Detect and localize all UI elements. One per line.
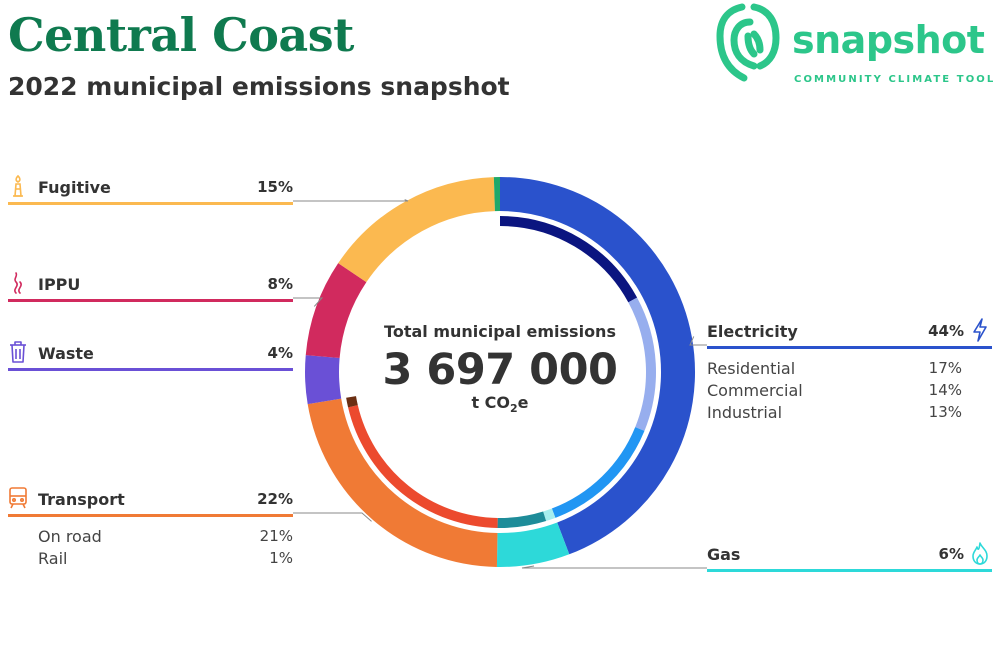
legend-electricity-rule — [707, 346, 992, 349]
legend-rail-label: Rail — [38, 549, 68, 568]
legend-ippu: IPPU 8% — [8, 271, 293, 302]
legend-electricity: Electricity 44% Residential 17% Commerci… — [707, 318, 992, 422]
chart-title: Total municipal emissions — [384, 322, 616, 341]
legend-waste-label: Waste — [38, 344, 94, 363]
legend-fugitive-pct: 15% — [257, 178, 293, 196]
donut-slice-ippu — [305, 263, 367, 359]
legend-fugitive: Fugitive 15% — [8, 174, 293, 205]
legend-onroad-label: On road — [38, 527, 102, 546]
legend-ippu-pct: 8% — [267, 275, 293, 293]
legend-transport-rule — [8, 514, 293, 517]
legend-transport-label: Transport — [38, 490, 125, 509]
donut-subslice-transport-on-road — [348, 405, 498, 528]
legend-transport: Transport 22% On road 21% Rail 1% — [8, 486, 293, 568]
unit-tail: e — [517, 393, 529, 412]
smoke-icon — [14, 272, 22, 294]
legend-gas-pct: 6% — [938, 545, 964, 563]
brand-logo-block: snapshot COMMUNITY CLIMATE TOOL — [714, 0, 1000, 90]
unit-subscript: 2 — [510, 402, 518, 416]
legend-electricity-sub-row: Industrial 13% — [707, 399, 992, 422]
legend-onroad-pct: 21% — [259, 527, 293, 545]
donut-subslice-gas-part-1 — [497, 511, 547, 528]
legend-gas: Gas 6% — [707, 541, 992, 572]
brand-tagline: COMMUNITY CLIMATE TOOL — [794, 74, 996, 85]
legend-fugitive-rule — [8, 202, 293, 205]
legend-electricity-pct: 44% — [928, 322, 964, 340]
legend-electricity-label: Electricity — [707, 322, 798, 341]
legend-gas-rule — [707, 569, 992, 572]
leader-line-electricity — [689, 336, 707, 346]
legend-rail-pct: 1% — [269, 549, 293, 567]
legend-transport-sub-row: Rail 1% — [8, 545, 293, 568]
legend-waste-rule — [8, 368, 293, 371]
flame-icon — [972, 542, 988, 565]
page-title: Central Coast — [8, 8, 354, 62]
leader-line-fugitive — [293, 199, 409, 202]
donut-subslice-transport-rail — [346, 396, 358, 408]
donut-slice-fugitive — [338, 177, 496, 283]
legend-waste-pct: 4% — [267, 344, 293, 362]
unit-main: t CO — [471, 393, 511, 412]
legend-waste: Waste 4% — [8, 340, 293, 371]
legend-commercial-pct: 14% — [928, 381, 962, 399]
legend-transport-sub-row: On road 21% — [8, 523, 293, 546]
donut-subslice-electricity-commercial — [628, 297, 656, 431]
page-subtitle: 2022 municipal emissions snapshot — [8, 72, 510, 101]
bin-icon — [10, 341, 26, 363]
legend-transport-pct: 22% — [257, 490, 293, 508]
legend-gas-label: Gas — [707, 545, 741, 564]
legend-fugitive-label: Fugitive — [38, 178, 111, 197]
total-emissions-value: 3 697 000 — [382, 345, 618, 395]
legend-electricity-sub-row: Residential 17% — [707, 355, 992, 378]
donut-subslice-electricity-residential — [499, 216, 638, 303]
fingerprint-logo-icon — [716, 3, 780, 82]
legend-industrial-pct: 13% — [928, 403, 962, 421]
leader-line-gas — [521, 565, 707, 569]
legend-industrial-label: Industrial — [707, 403, 783, 422]
donut-slice-electricity — [499, 177, 695, 555]
emissions-unit: t CO2e — [360, 393, 640, 415]
flare-icon — [13, 174, 23, 197]
legend-electricity-sub-row: Commercial 14% — [707, 377, 992, 400]
donut-slice-waste — [305, 355, 342, 405]
train-icon — [9, 487, 27, 509]
legend-residential-pct: 17% — [928, 359, 962, 377]
brand-name: snapshot — [792, 18, 985, 62]
leader-line-ippu — [293, 297, 324, 307]
donut-subslice-electricity-industrial — [551, 427, 645, 518]
legend-ippu-rule — [8, 299, 293, 302]
leader-line-transport — [293, 512, 372, 522]
donut-slice-transport — [307, 398, 498, 567]
donut-subslice-gas-part-0 — [543, 508, 556, 522]
legend-residential-label: Residential — [707, 359, 796, 378]
legend-commercial-label: Commercial — [707, 381, 803, 400]
donut-center: Total municipal emissions 3 697 000 t CO… — [360, 322, 640, 415]
lightning-icon — [973, 318, 987, 342]
donut-slice-gas — [496, 522, 570, 567]
legend-ippu-label: IPPU — [38, 275, 81, 294]
